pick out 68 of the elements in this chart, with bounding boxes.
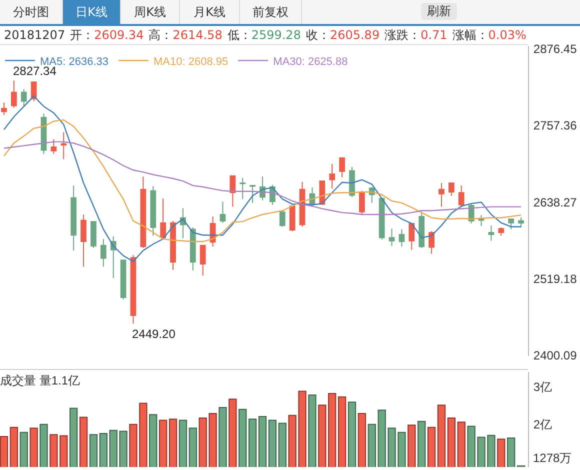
chart-title: 成交量 量1.1亿 <box>0 373 80 388</box>
y-tick-label: 2638.27 <box>533 195 578 210</box>
candlestick <box>80 214 86 268</box>
candlestick <box>10 80 17 108</box>
candlestick <box>250 185 256 204</box>
candlestick <box>160 198 166 238</box>
candlestick <box>20 88 27 106</box>
candlestick <box>50 138 57 155</box>
text: 收：2605.89 <box>306 28 380 42</box>
text: 月K线 <box>180 0 240 24</box>
line-series <box>3 119 522 242</box>
y-tick-label: 3亿 <box>533 380 552 394</box>
candlestick <box>70 185 77 252</box>
candlestick <box>498 226 504 236</box>
text: 开：2609.34 <box>70 28 144 42</box>
text: 高：2614.58 <box>148 28 222 42</box>
text: 1278万 <box>533 451 572 465</box>
candlestick <box>1 102 7 116</box>
text: 日K线 <box>63 0 121 24</box>
candlestick <box>488 224 494 242</box>
candlestick <box>518 216 524 228</box>
candlestick <box>359 190 365 216</box>
text: 涨跌：0.71 <box>384 28 448 42</box>
candlestick <box>398 228 405 248</box>
candlestick <box>100 238 106 268</box>
candlestick <box>190 226 196 271</box>
text: 刷新 <box>421 3 457 20</box>
candlestick <box>408 223 415 250</box>
text: 低：2599.28 <box>227 28 301 42</box>
text: 涨幅：0.03% <box>452 28 526 42</box>
candlestick <box>329 163 336 190</box>
y-tick-label: 2519.18 <box>533 272 578 286</box>
candlestick <box>438 182 444 208</box>
candlestick <box>230 175 236 208</box>
candlestick <box>170 220 176 270</box>
candlestick <box>130 254 136 324</box>
candlestick <box>220 201 226 224</box>
candlestick <box>90 221 96 248</box>
candlestick <box>378 198 385 240</box>
text: 周K线 <box>121 0 180 24</box>
candlestick <box>289 206 296 232</box>
candlestick <box>200 244 206 276</box>
candlestick <box>140 176 146 248</box>
y-tick-label: 2757.36 <box>533 118 578 133</box>
y-tick-label: 2400.09 <box>533 348 578 362</box>
candlestick <box>279 211 286 228</box>
candlestick <box>448 182 454 196</box>
line-series <box>3 141 522 216</box>
candlestick <box>428 230 434 254</box>
candlestick <box>240 177 246 200</box>
y-tick-label: 2亿 <box>533 418 552 432</box>
candlestick <box>508 218 514 230</box>
text: 前复权 <box>240 0 302 24</box>
legend-label: MA10: 2608.95 <box>154 56 228 68</box>
text: 20181207 <box>4 28 66 42</box>
candlestick <box>150 186 156 236</box>
y-tick-label: 2876.45 <box>533 42 578 56</box>
candlestick <box>388 228 395 247</box>
candlestick <box>458 185 464 208</box>
candlestick <box>60 132 67 160</box>
line-series <box>3 96 522 262</box>
candlestick <box>349 166 355 198</box>
text: 分时图 <box>0 0 63 24</box>
candlestick <box>120 260 126 300</box>
legend-label: MA30: 2625.88 <box>273 56 348 68</box>
candlestick <box>418 212 425 248</box>
annotation: 2449.20 <box>132 327 176 341</box>
candlestick <box>339 157 345 178</box>
